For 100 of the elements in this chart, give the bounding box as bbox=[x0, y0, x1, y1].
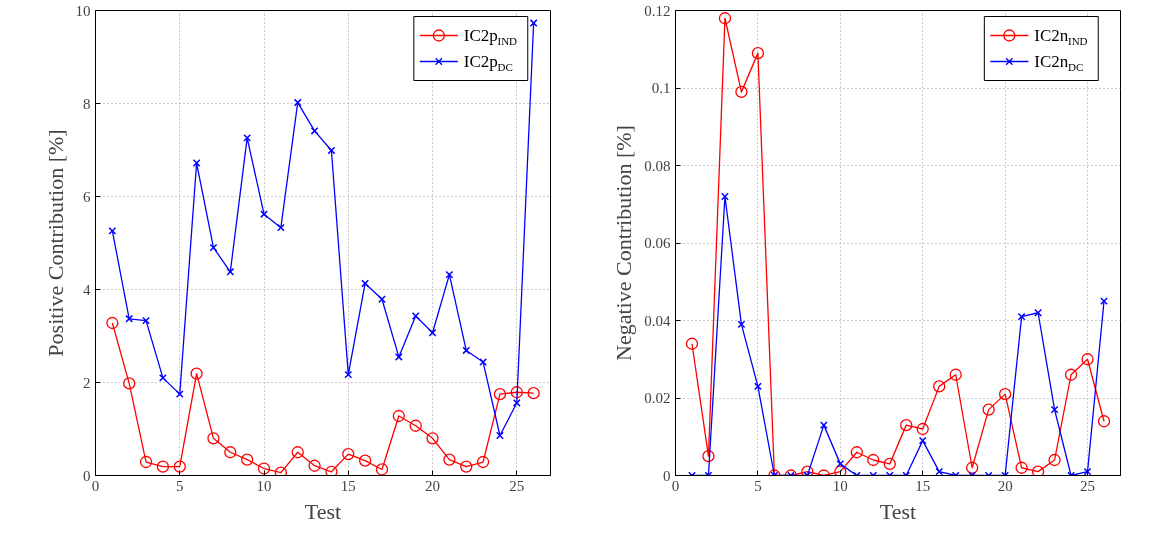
point bbox=[175, 390, 184, 399]
point bbox=[850, 446, 863, 459]
point bbox=[493, 387, 507, 401]
point bbox=[527, 387, 540, 400]
x-tick-label: 5 bbox=[176, 477, 184, 494]
point bbox=[718, 12, 732, 25]
point bbox=[867, 453, 880, 467]
x-tick-label: 15 bbox=[340, 477, 356, 494]
point bbox=[409, 419, 422, 432]
x-axis-title: Test bbox=[304, 498, 342, 524]
x-tick-label: 15 bbox=[915, 477, 931, 494]
point bbox=[394, 352, 403, 361]
y-tick-label: 0.08 bbox=[644, 157, 671, 174]
point bbox=[900, 418, 913, 432]
point bbox=[378, 295, 386, 304]
y-tick-label: 6 bbox=[83, 188, 91, 205]
y-tick-label: 2 bbox=[83, 374, 91, 391]
point bbox=[883, 457, 896, 471]
point bbox=[106, 316, 119, 330]
point bbox=[344, 370, 353, 379]
point bbox=[1017, 312, 1026, 321]
point bbox=[224, 446, 237, 459]
point bbox=[496, 431, 504, 440]
point bbox=[801, 465, 814, 476]
point bbox=[737, 320, 746, 329]
point bbox=[274, 466, 288, 476]
x-tick-label: 20 bbox=[997, 477, 1013, 494]
point bbox=[291, 446, 304, 459]
point bbox=[819, 421, 828, 430]
point bbox=[735, 85, 748, 99]
point bbox=[325, 465, 338, 476]
point bbox=[445, 270, 454, 279]
point bbox=[260, 210, 268, 219]
point bbox=[1097, 415, 1111, 428]
point bbox=[479, 358, 488, 366]
point bbox=[342, 447, 355, 461]
y-axis-title: Positive Contribution [%] bbox=[42, 129, 68, 357]
point bbox=[142, 316, 150, 325]
point bbox=[935, 467, 944, 476]
point bbox=[226, 267, 235, 276]
y-tick-label: 0.04 bbox=[644, 312, 671, 329]
point bbox=[933, 380, 946, 393]
point bbox=[1031, 465, 1045, 476]
point bbox=[241, 453, 254, 466]
point bbox=[1015, 461, 1028, 474]
point bbox=[1083, 467, 1092, 476]
point bbox=[1064, 368, 1078, 381]
point bbox=[190, 367, 203, 380]
point bbox=[982, 403, 995, 416]
point bbox=[836, 459, 845, 468]
point bbox=[156, 460, 170, 473]
x-tick-label: 10 bbox=[256, 477, 272, 494]
point bbox=[428, 328, 437, 337]
point bbox=[310, 127, 319, 135]
point bbox=[460, 460, 473, 473]
point bbox=[276, 223, 285, 232]
point bbox=[207, 432, 220, 445]
y-tick-label: 0.12 bbox=[644, 2, 671, 19]
point bbox=[139, 455, 153, 469]
point bbox=[173, 460, 186, 473]
point bbox=[949, 368, 962, 381]
point bbox=[361, 279, 370, 288]
point bbox=[510, 386, 523, 399]
point bbox=[1100, 297, 1108, 306]
y-tick-label: 4 bbox=[83, 281, 91, 298]
point bbox=[1050, 405, 1059, 414]
point bbox=[476, 455, 490, 469]
point bbox=[1081, 353, 1094, 366]
point bbox=[327, 146, 336, 155]
point bbox=[1048, 453, 1061, 467]
point bbox=[293, 98, 302, 107]
point bbox=[308, 459, 321, 472]
point bbox=[426, 432, 439, 445]
x-tick-label: 5 bbox=[754, 477, 762, 494]
y-tick-label: 0.06 bbox=[644, 235, 671, 251]
point bbox=[834, 465, 847, 476]
x-tick-label: 25 bbox=[509, 477, 525, 494]
point bbox=[998, 387, 1012, 401]
point bbox=[966, 461, 979, 474]
point bbox=[375, 463, 389, 476]
point bbox=[918, 436, 927, 445]
y-tick-label: 0.02 bbox=[644, 390, 671, 406]
x-tick-label: 25 bbox=[1080, 477, 1096, 494]
point bbox=[411, 312, 420, 320]
point bbox=[125, 314, 134, 323]
x-axis-title: Test bbox=[879, 498, 917, 524]
point bbox=[443, 453, 456, 466]
point bbox=[158, 373, 167, 382]
y-tick-label: 0.1 bbox=[651, 80, 671, 96]
x-tick-label: 20 bbox=[425, 477, 441, 494]
y-tick-label: 8 bbox=[83, 95, 91, 112]
point bbox=[751, 46, 765, 60]
point bbox=[1034, 308, 1043, 317]
x-tick-label: 10 bbox=[832, 477, 848, 494]
point bbox=[257, 462, 271, 475]
point bbox=[702, 449, 715, 463]
point bbox=[123, 377, 136, 390]
y-axis-title: Negative Contribution [%] bbox=[611, 125, 637, 361]
point bbox=[916, 422, 929, 436]
point bbox=[358, 454, 372, 467]
